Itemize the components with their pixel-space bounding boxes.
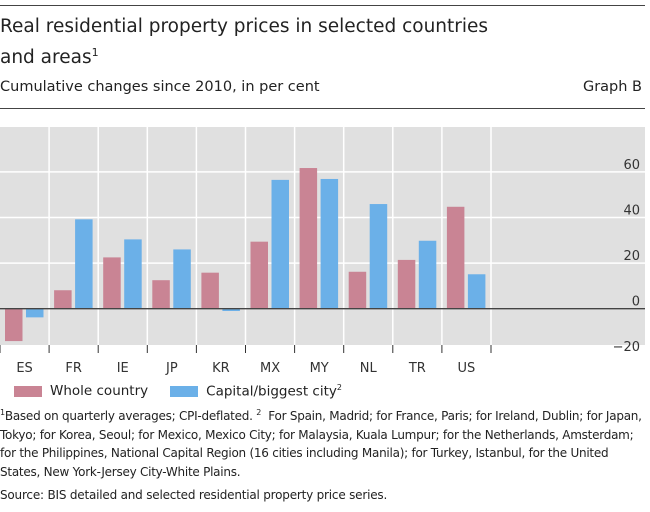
y-tick-label: 20 <box>623 249 640 264</box>
bar-chart: ES FR IE JP KR MX MY NL TR US −20 0 20 40 60 <box>0 127 645 376</box>
category-label: NL <box>360 361 378 376</box>
source-note: Source: BIS detailed and selected reside… <box>0 488 388 502</box>
chart-subtitle: Cumulative changes since 2010, in per ce… <box>0 79 320 95</box>
y-tick-label: 0 <box>632 295 640 310</box>
top-rule <box>0 5 645 6</box>
category-label: US <box>458 361 476 376</box>
bar-capital-fr <box>75 219 93 309</box>
bar-capital-es <box>26 308 44 318</box>
header-rule <box>0 108 645 109</box>
bar-capital-kr <box>222 308 240 311</box>
y-tick-label: 60 <box>623 158 640 173</box>
bar-whole-country-fr <box>54 290 72 309</box>
category-label: JP <box>165 361 178 376</box>
bar-whole-country-jp <box>152 280 170 309</box>
category-label: IE <box>117 361 129 376</box>
bar-capital-nl <box>369 204 388 309</box>
bar-whole-country-mx <box>250 241 268 309</box>
y-tick-label: 40 <box>623 204 640 219</box>
graph-id: Graph B <box>582 79 642 95</box>
bar-whole-country-ie <box>103 257 121 309</box>
bar-capital-mx <box>271 179 289 309</box>
legend-item-capital: Capital/biggest city2 <box>170 383 342 400</box>
legend: Whole country Capital/biggest city2 <box>14 383 342 400</box>
footnotes: 1Based on quarterly averages; CPI-deflat… <box>0 408 642 479</box>
legend-label: Whole country <box>50 383 149 400</box>
category-label: ES <box>16 361 32 376</box>
category-label: FR <box>65 361 82 376</box>
bar-capital-us <box>467 274 486 309</box>
bar-capital-ie <box>124 239 142 309</box>
bar-whole-country-nl <box>348 271 367 309</box>
category-label: MY <box>310 361 329 376</box>
category-label: KR <box>212 361 230 376</box>
legend-label: Capital/biggest city2 <box>206 383 342 400</box>
bar-capital-jp <box>173 249 191 309</box>
bar-whole-country-my <box>299 168 318 309</box>
bar-whole-country-es <box>5 308 23 342</box>
chart-title: Real residential property prices in sele… <box>0 16 489 69</box>
bar-capital-tr <box>418 240 437 309</box>
bar-whole-country-tr <box>397 259 416 309</box>
y-tick-label: −20 <box>613 340 640 355</box>
bar-whole-country-us <box>446 206 465 309</box>
bar-whole-country-kr <box>201 272 219 309</box>
legend-swatch-capital <box>170 385 199 397</box>
legend-item-whole-country: Whole country <box>14 383 148 399</box>
bar-capital-my <box>320 178 339 309</box>
category-label: MX <box>260 361 280 376</box>
legend-swatch-whole-country <box>14 385 42 397</box>
category-label: TR <box>408 361 426 376</box>
